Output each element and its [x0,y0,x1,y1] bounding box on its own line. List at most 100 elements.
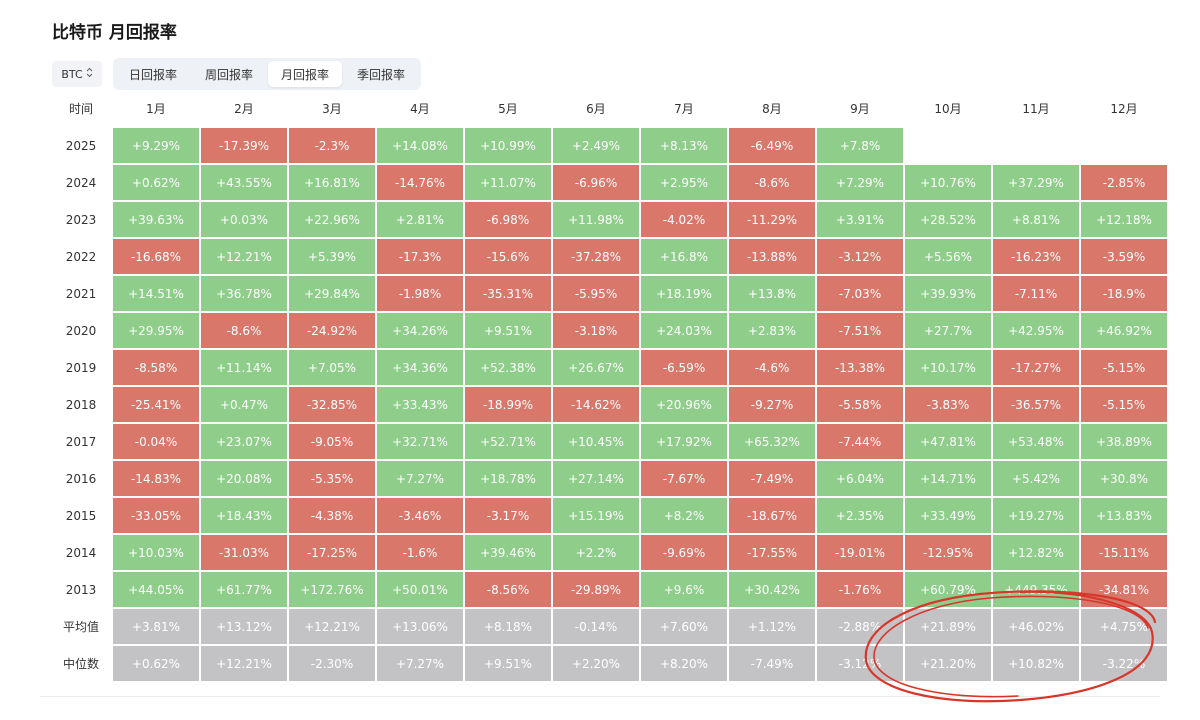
return-cell: -3.83% [904,386,992,423]
return-cell: -5.15% [1080,349,1168,386]
return-cell: +15.19% [552,497,640,534]
return-cell: +172.76% [288,571,376,608]
return-cell: +39.63% [112,201,200,238]
stat-row: 平均值 +3.81% +13.12% +12.21% +13.06% +8.18% -0.1… [50,608,1168,645]
monthly-return-table: 时间 1月 2月 3月 4月 5月 6月 7月 8月 9月 10月 11月 12月 2025 +9.29… [50,90,1168,682]
return-cell: -17.25% [288,534,376,571]
month-header: 1月 [146,102,166,116]
return-cell: -2.3% [288,127,376,164]
return-cell: -9.05% [288,423,376,460]
return-cell: -24.92% [288,312,376,349]
return-cell: +6.04% [816,460,904,497]
row-label: 2020 [65,323,97,338]
return-cell: +9.6% [640,571,728,608]
return-cell: +34.36% [376,349,464,386]
return-cell: -2.85% [1080,164,1168,201]
return-cell: +29.95% [112,312,200,349]
return-cell: -7.51% [816,312,904,349]
return-cell: +10.99% [464,127,552,164]
tab-weekly-return[interactable]: 周回报率 [205,67,254,82]
return-cell: +7.29% [816,164,904,201]
return-cell: +16.8% [640,238,728,275]
return-cell: +9.29% [112,127,200,164]
return-cell: +32.71% [376,423,464,460]
return-cell: +0.62% [112,164,200,201]
return-cell: +5.56% [904,238,992,275]
return-cell: +60.79% [904,571,992,608]
return-cell: -2.88% [816,608,904,645]
return-cell: -8.6% [728,164,816,201]
return-cell: -17.3% [376,238,464,275]
return-cell: +30.8% [1080,460,1168,497]
return-cell: +9.51% [464,645,552,682]
return-cell: -4.6% [728,349,816,386]
year-row: 2025 +9.29% -17.39% -2.3% +14.08% +10.99% +2.4… [50,127,1168,164]
return-cell: +12.18% [1080,201,1168,238]
return-cell: -9.69% [640,534,728,571]
return-cell: +7.8% [816,127,904,164]
return-cell: +37.29% [992,164,1080,201]
return-cell: +2.81% [376,201,464,238]
month-header: 9月 [850,102,870,116]
return-cell: -31.03% [200,534,288,571]
return-cell: +53.48% [992,423,1080,460]
return-cell: +46.02% [992,608,1080,645]
return-cell: +14.51% [112,275,200,312]
return-cell: -12.95% [904,534,992,571]
return-cell: -17.55% [728,534,816,571]
return-cell: -3.46% [376,497,464,534]
return-cell: +33.49% [904,497,992,534]
return-cell: +43.55% [200,164,288,201]
row-label: 2018 [65,397,97,412]
tab-monthly-return[interactable]: 月回报率 [268,61,343,87]
return-cell: -11.29% [728,201,816,238]
return-cell: -3.12% [816,238,904,275]
return-cell: +29.84% [288,275,376,312]
return-cell: +8.81% [992,201,1080,238]
return-cell: +5.39% [288,238,376,275]
return-cell: +12.21% [288,608,376,645]
return-cell: +23.07% [200,423,288,460]
return-cell: -33.05% [112,497,200,534]
return-cell: -7.49% [728,645,816,682]
return-cell: +12.21% [200,238,288,275]
year-row: 2022 -16.68% +12.21% +5.39% -17.3% -15.6% -37.… [50,238,1168,275]
return-cell: -7.11% [992,275,1080,312]
return-cell: -35.31% [464,275,552,312]
tab-quarterly-return[interactable]: 季回报率 [357,67,406,82]
return-cell: +20.08% [200,460,288,497]
return-cell: +14.08% [376,127,464,164]
return-cell: -7.49% [728,460,816,497]
return-cell: -5.58% [816,386,904,423]
tab-daily-return[interactable]: 日回报率 [129,67,178,82]
empty-cell [904,127,992,164]
return-cell: +7.27% [376,645,464,682]
year-row: 2023 +39.63% +0.03% +22.96% +2.81% -6.98% +11.… [50,201,1168,238]
return-cell: +2.95% [640,164,728,201]
return-cell: -19.01% [816,534,904,571]
return-cell: +7.60% [640,608,728,645]
month-header: 4月 [410,102,430,116]
month-header: 5月 [498,102,518,116]
return-cell: +0.62% [112,645,200,682]
return-cell: -5.95% [552,275,640,312]
return-cell: +17.92% [640,423,728,460]
return-cell: +10.45% [552,423,640,460]
row-label: 2024 [65,175,97,190]
return-cell: +0.03% [200,201,288,238]
return-cell: -32.85% [288,386,376,423]
return-cell: -5.15% [1080,386,1168,423]
return-cell: +39.93% [904,275,992,312]
return-cell: +61.77% [200,571,288,608]
return-cell: -18.9% [1080,275,1168,312]
return-cell: +26.67% [552,349,640,386]
return-cell: +50.01% [376,571,464,608]
return-cell: +13.06% [376,608,464,645]
asset-select[interactable]: BTC [52,61,102,87]
return-cell: +13.8% [728,275,816,312]
return-cell: +47.81% [904,423,992,460]
time-column-header: 时间 [68,102,93,116]
return-cell: -15.6% [464,238,552,275]
return-cell: -7.67% [640,460,728,497]
return-cell: +8.2% [640,497,728,534]
